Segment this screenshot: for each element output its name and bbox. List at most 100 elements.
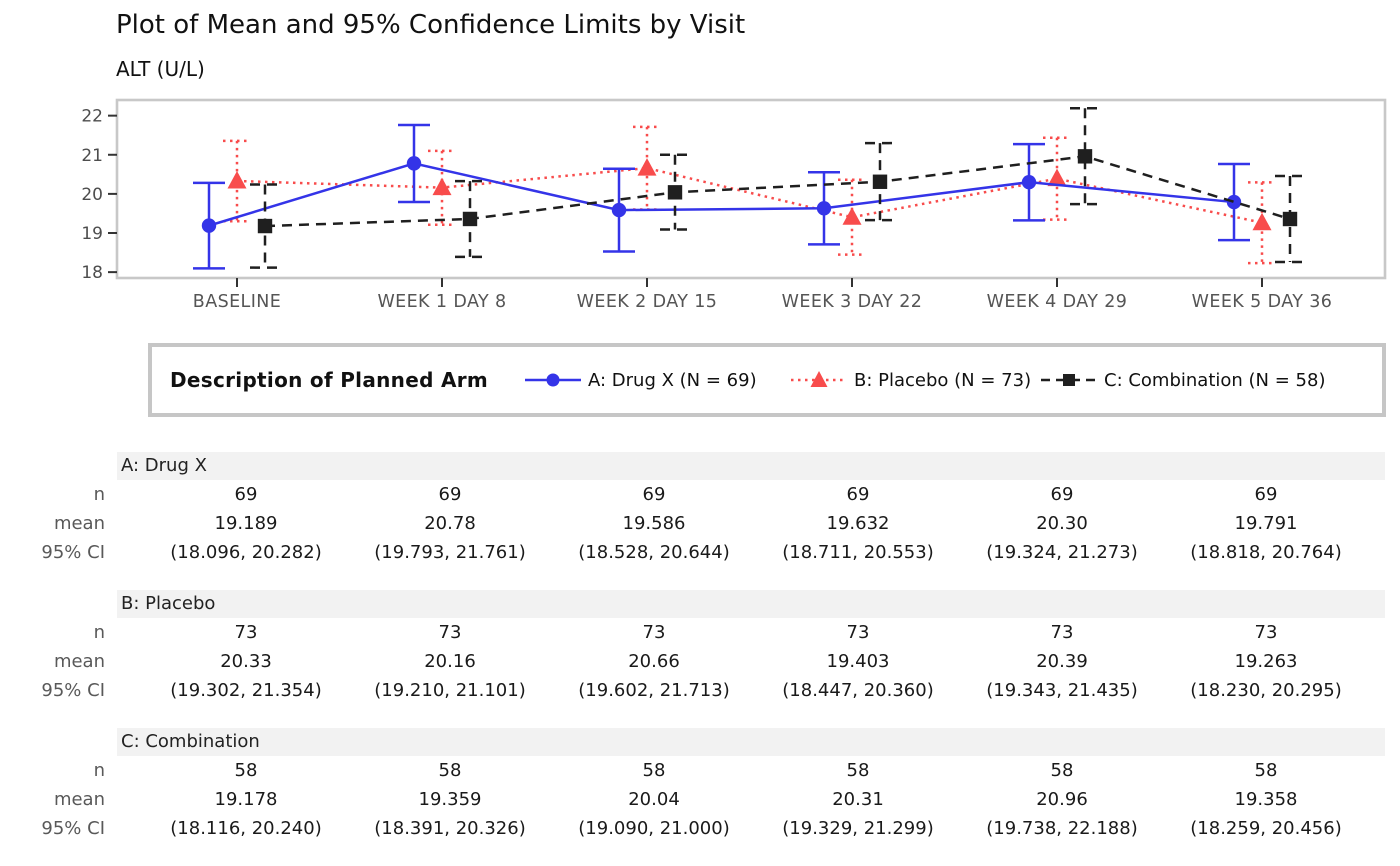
- x-axis-tick-label: BASELINE: [193, 292, 281, 312]
- table-cell: 73: [642, 622, 666, 643]
- table-cell: 69: [846, 484, 870, 505]
- table-cell: (18.230, 20.295): [1190, 680, 1342, 701]
- table-cell: 69: [642, 484, 666, 505]
- y-axis-tick-label: 19: [81, 224, 103, 244]
- arm-table: B: Placebo n 73 73 73 73 73 73 mean 20.33 20.16 20.…: [0, 590, 1400, 705]
- table-row: n 69 69 69 69 69 69: [0, 480, 1400, 509]
- legend-entry-combination: C: Combination (N = 58): [1040, 347, 1325, 413]
- table-row-label: mean: [53, 651, 105, 672]
- table-cell: 58: [438, 760, 462, 781]
- mean-marker-square: [257, 218, 273, 234]
- arm-table-header: A: Drug X: [117, 452, 1385, 480]
- mean-marker-circle: [1226, 194, 1242, 210]
- table-cell: (19.302, 21.354): [170, 680, 322, 701]
- table-row: mean 19.189 20.78 19.586 19.632 20.30 19.791: [0, 509, 1400, 538]
- table-cell: 20.39: [1036, 651, 1088, 672]
- table-row: mean 19.178 19.359 20.04 20.31 20.96 19.358: [0, 785, 1400, 814]
- table-cell: (19.343, 21.435): [986, 680, 1138, 701]
- table-cell: (19.602, 21.713): [578, 680, 730, 701]
- series-b-placebo: [223, 125, 1276, 265]
- mean-marker-triangle: [842, 207, 862, 225]
- table-row-label: n: [93, 760, 105, 781]
- summary-tables: A: Drug X n 69 69 69 69 69 69 mean 19.189 20.78 19.…: [0, 452, 1400, 843]
- table-cell: 73: [438, 622, 462, 643]
- x-axis-tick-label: WEEK 4 DAY 29: [987, 292, 1128, 312]
- table-cell: 19.263: [1234, 651, 1298, 672]
- series-c-combination: [250, 107, 1305, 269]
- table-cell: 19.586: [622, 513, 686, 534]
- table-cell: (18.391, 20.326): [374, 818, 526, 839]
- triangle-dotted-line-icon: [791, 371, 847, 387]
- table-cell: 69: [1254, 484, 1278, 505]
- table-cell: 73: [846, 622, 870, 643]
- table-cell: (18.096, 20.282): [170, 542, 322, 563]
- table-row: n 58 58 58 58 58 58: [0, 756, 1400, 785]
- x-axis-tick-label: WEEK 2 DAY 15: [577, 292, 718, 312]
- table-cell: 20.66: [628, 651, 680, 672]
- x-axis-tick-label: WEEK 5 DAY 36: [1192, 292, 1333, 312]
- legend-label-placebo: B: Placebo (N = 73): [854, 369, 1032, 391]
- table-cell: (19.324, 21.273): [986, 542, 1138, 563]
- table-cell: (18.447, 20.360): [782, 680, 934, 701]
- mean-line: [236, 166, 1263, 224]
- series-a-drug-x: [193, 123, 1250, 270]
- mean-marker-circle: [816, 201, 832, 216]
- table-cell: 19.189: [214, 513, 278, 534]
- table-row-label: 95% CI: [41, 680, 105, 701]
- table-cell: 58: [846, 760, 870, 781]
- y-variable-label: ALT (U/L): [116, 57, 205, 81]
- legend-box: Description of Planned Arm A: Drug X (N …: [148, 343, 1386, 417]
- table-cell: (19.793, 21.761): [374, 542, 526, 563]
- y-axis-tick-label: 21: [81, 146, 103, 166]
- table-cell: (18.528, 20.644): [578, 542, 730, 563]
- mean-marker-square: [667, 185, 683, 200]
- legend-label-drug-x: A: Drug X (N = 69): [588, 369, 757, 391]
- mean-marker-circle: [406, 156, 422, 171]
- table-cell: 19.632: [826, 513, 890, 534]
- table-cell: 20.30: [1036, 513, 1088, 534]
- y-axis-tick-label: 22: [81, 107, 103, 127]
- table-cell: 73: [1254, 622, 1278, 643]
- table-row: n 73 73 73 73 73 73: [0, 618, 1400, 647]
- y-axis-tick-label: 20: [81, 185, 103, 205]
- table-cell: 58: [234, 760, 258, 781]
- table-cell: 73: [234, 622, 258, 643]
- table-cell: 20.96: [1036, 789, 1088, 810]
- legend-entry-drug-x: A: Drug X (N = 69): [524, 347, 757, 413]
- mean-marker-circle: [201, 218, 217, 233]
- table-cell: 19.403: [826, 651, 890, 672]
- arm-table: C: Combination n 58 58 58 58 58 58 mean 19.178 19.…: [0, 728, 1400, 843]
- table-row: 95% CI (18.096, 20.282) (19.793, 21.761) (1…: [0, 538, 1400, 567]
- table-cell: 19.359: [418, 789, 482, 810]
- mean-marker-square: [872, 174, 888, 189]
- table-cell: 20.78: [424, 513, 476, 534]
- table-row-label: mean: [53, 513, 105, 534]
- table-cell: (19.738, 22.188): [986, 818, 1138, 839]
- table-row-label: n: [93, 622, 105, 643]
- table-row-label: 95% CI: [41, 818, 105, 839]
- circle-solid-line-icon: [525, 373, 581, 387]
- table-row-label: 95% CI: [41, 542, 105, 563]
- mean-line: [264, 155, 1291, 228]
- table-cell: 19.791: [1234, 513, 1298, 534]
- x-axis-tick-label: WEEK 1 DAY 8: [377, 292, 506, 312]
- table-cell: 58: [1254, 760, 1278, 781]
- table-cell: 19.178: [214, 789, 278, 810]
- chart-title: Plot of Mean and 95% Confidence Limits b…: [116, 10, 746, 40]
- table-cell: (18.116, 20.240): [170, 818, 322, 839]
- table-cell: 69: [438, 484, 462, 505]
- table-row: mean 20.33 20.16 20.66 19.403 20.39 19.263: [0, 647, 1400, 676]
- mean-marker-square: [1282, 211, 1298, 227]
- mean-ci-plot: 18 19 20 21 22 BASELINE WEEK 1 DAY 8 WEEK 2 DAY…: [81, 98, 1387, 312]
- mean-marker-square: [1077, 149, 1093, 164]
- arm-table: A: Drug X n 69 69 69 69 69 69 mean 19.189 20.78 19.…: [0, 452, 1400, 567]
- table-cell: 58: [1050, 760, 1074, 781]
- table-cell: (19.329, 21.299): [782, 818, 934, 839]
- table-cell: (18.711, 20.553): [782, 542, 934, 563]
- arm-table-header: B: Placebo: [117, 590, 1385, 618]
- y-axis-tick-label: 18: [81, 263, 103, 283]
- x-axis-tick-label: WEEK 3 DAY 22: [782, 292, 923, 312]
- table-cell: 69: [1050, 484, 1074, 505]
- mean-marker-circle: [1021, 174, 1037, 190]
